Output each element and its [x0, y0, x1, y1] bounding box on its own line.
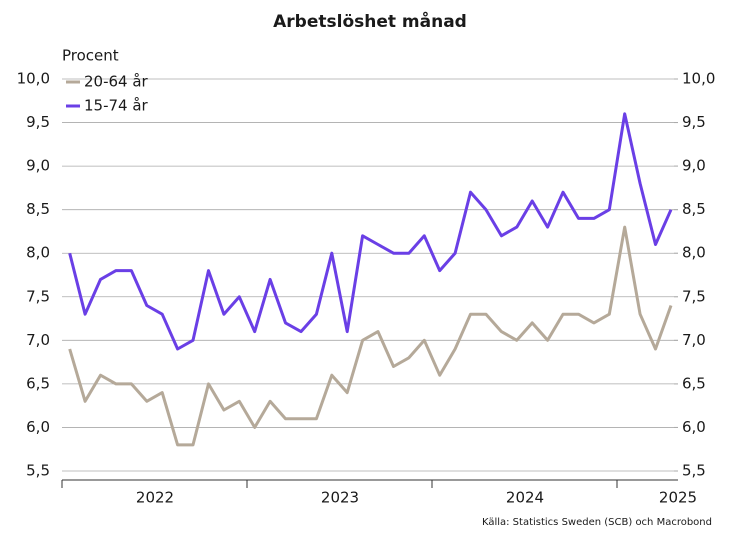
- line-series: [68, 112, 673, 351]
- y2-tick-label: 9,0: [682, 157, 706, 175]
- y-tick-label: 8,0: [26, 244, 50, 262]
- y2-tick-label: 7,5: [682, 287, 706, 305]
- x-tick-label: 2025: [659, 489, 697, 507]
- y-tick-label: 10,0: [17, 70, 50, 88]
- y2-tick-label: 7,0: [682, 331, 706, 349]
- source: Källa: Statistics Sweden (SCB) och Macro…: [482, 517, 712, 528]
- y-tick-label: 7,0: [26, 331, 50, 349]
- y2-tick-label: 8,5: [682, 200, 706, 218]
- y-tick-label: 7,5: [26, 287, 50, 305]
- chart-title: Arbetslöshet månad: [273, 10, 467, 32]
- x-tick-label: 2022: [136, 489, 174, 507]
- y-tick-label: 6,5: [26, 374, 50, 392]
- y-tick-label: 6,0: [26, 418, 50, 436]
- y-tick-label: 9,0: [26, 157, 50, 175]
- y2-tick-label: 10,0: [682, 70, 715, 88]
- legend-label: 15-74 år: [84, 97, 149, 115]
- line-series: [68, 225, 673, 447]
- y2-tick-label: 9,5: [682, 113, 706, 131]
- y-tick-label: 5,5: [26, 462, 50, 480]
- legend-label: 20-64 år: [84, 73, 149, 91]
- y2-tick-label: 6,5: [682, 374, 706, 392]
- y2-tick-label: 5,5: [682, 462, 706, 480]
- y-tick-label: 8,5: [26, 200, 50, 218]
- x-tick-label: 2023: [321, 489, 359, 507]
- x-tick-label: 2024: [506, 489, 544, 507]
- y-tick-label: 9,5: [26, 113, 50, 131]
- y2-tick-label: 6,0: [682, 418, 706, 436]
- y-axis-label: Procent: [62, 47, 119, 65]
- y2-tick-label: 8,0: [682, 244, 706, 262]
